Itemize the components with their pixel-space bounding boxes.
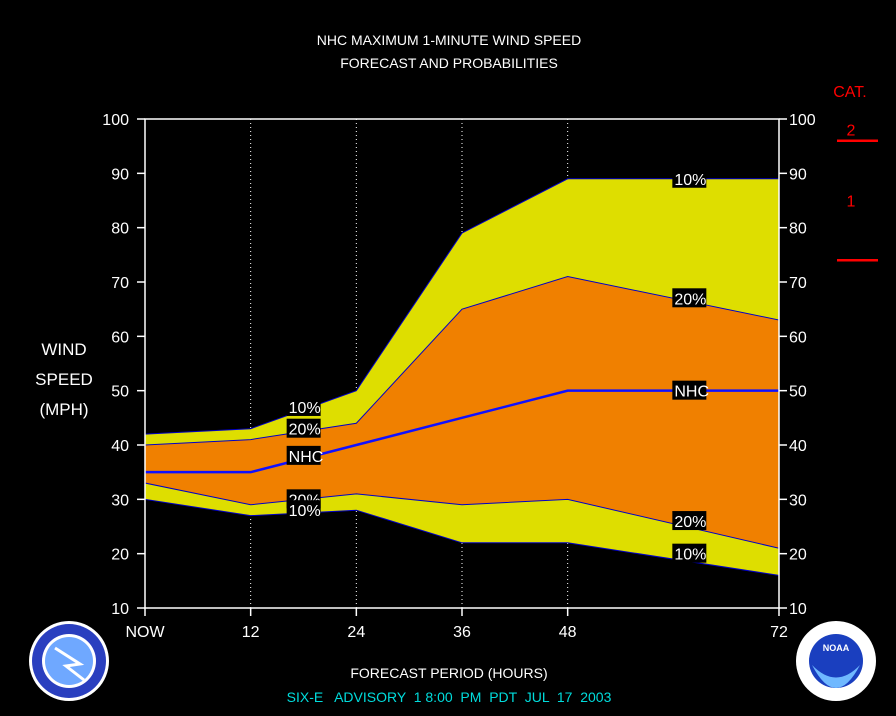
y-axis-label-line: (MPH) [39,400,88,419]
y-ticks: 10 10 20 20 30 30 40 40 50 50 60 60 70 70 80 80 90 90 100 1… [102,112,816,618]
series-label-text: 20% [674,514,706,531]
series-label-box [672,543,707,563]
x-tick-label: NOW [125,624,165,641]
category-label: 1 [847,194,856,211]
x-tick-label: 36 [453,624,471,641]
series-label-box [286,445,321,465]
chart-subtitle: FORECAST AND PROBABILITIES [340,55,558,71]
series-label-text: 10% [289,400,321,417]
y-tick-label-left: 90 [111,166,129,183]
y-tick-label-right: 10 [789,601,807,618]
series-label-box [672,168,707,188]
y-tick-label-left: 60 [111,329,129,346]
series-label-box [672,288,707,308]
y-tick-label-right: 90 [789,166,807,183]
y-tick-label-right: 80 [789,221,807,238]
noaa-logo-text: NOAA [823,643,850,653]
series-label-text: NHC [289,449,324,466]
x-tick-label: 24 [347,624,365,641]
x-axis-label: FORECAST PERIOD (HOURS) [350,665,547,681]
nhc-line [145,389,779,474]
series-label: 10% [286,500,321,520]
y-tick-label-right: 30 [789,492,807,509]
series-label: NHC [672,380,709,401]
series-label-box [286,500,321,520]
y-tick-label-right: 70 [789,275,807,292]
y-tick-label-left: 10 [111,601,129,618]
category-label: 2 [847,123,856,140]
y-tick-label-left: 80 [111,221,129,238]
y-tick-label-right: 20 [789,547,807,564]
y-axis-label-line: SPEED [35,370,93,389]
y-tick-label-left: 20 [111,547,129,564]
series-label-text: 10% [289,503,321,520]
series-label: NHC [286,445,324,466]
series-label: 20% [286,418,321,439]
series-label-box [286,396,321,416]
series-label-text: 10% [674,547,706,564]
chart-title: NHC MAXIMUM 1-MINUTE WIND SPEED [317,32,581,48]
y-tick-label-left: 50 [111,384,129,401]
y-tick-label-left: 30 [111,492,129,509]
category-heading: CAT. [833,84,866,101]
advisory-footer: SIX-E ADVISORY 1 8:00 PM PDT JUL 17 2003 [287,689,612,705]
y-tick-label-right: 50 [789,384,807,401]
y-tick-label-left: 70 [111,275,129,292]
x-tick-label: 48 [559,624,577,641]
series-label: 20% [672,288,706,308]
series-label-box [672,380,707,400]
y-tick-label-left: 40 [111,438,129,455]
y-axis-label-line: WIND [41,340,86,359]
nws-logo [29,621,109,701]
noaa-logo: NOAA [796,621,876,701]
y-tick-label-right: 40 [789,438,807,455]
series-label: 20% [672,511,706,531]
series-label-text: 10% [674,172,706,189]
y-tick-label-right: 60 [789,329,807,346]
series-label: 10% [286,396,321,417]
series-label-box [286,418,321,438]
series-label-text: 20% [674,291,706,308]
series-label: 10% [672,168,707,189]
series-label-text: NHC [674,384,709,401]
x-ticks: NOW 12 24 36 48 72 [125,608,788,641]
nhc-forecast-line [145,389,779,474]
y-tick-label-right: 100 [789,112,816,129]
series-label-box [672,511,707,531]
series-label-text: 20% [289,422,321,439]
y-tick-label-left: 100 [102,112,129,129]
x-tick-label: 72 [770,624,788,641]
x-tick-label: 12 [242,624,260,641]
y-axis-label: WIND SPEED (MPH) [35,340,93,419]
series-label: 10% [672,543,707,564]
category-scale: 21 [837,123,878,262]
